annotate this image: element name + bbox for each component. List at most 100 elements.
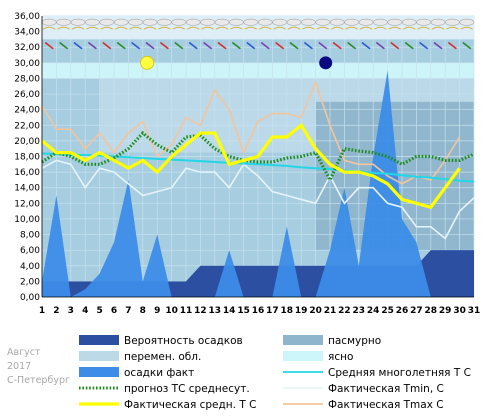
series-forecast-line	[41, 130, 475, 184]
sun-arc-icon	[114, 26, 128, 30]
x-tick-label: 9	[154, 306, 160, 316]
sun-arc-icon	[57, 26, 70, 30]
sun-arc-icon	[100, 26, 114, 30]
y-tick-label: 0,00	[20, 293, 40, 303]
y-tick-label: 12,00	[14, 199, 40, 209]
wind-arrow-icon	[203, 41, 213, 50]
sun-arc-icon	[446, 26, 459, 30]
x-tick-label: 2	[53, 306, 59, 316]
y-tick-label: 14,00	[14, 184, 40, 194]
x-tick-label: 27	[410, 306, 423, 316]
series-tmax-line	[41, 80, 461, 185]
x-tick-label: 12	[194, 306, 207, 316]
sun-arc-icon	[143, 26, 157, 30]
wind-arrow-icon	[73, 41, 83, 50]
caption-city: С-Петербург	[7, 375, 70, 386]
cloud-icon	[445, 18, 460, 26]
wind-arrow-icon	[102, 41, 112, 50]
legend-label-tmax: Фактическая Tmax С	[328, 399, 444, 411]
caption-year: 2017	[7, 361, 31, 372]
x-tick-label: 24	[367, 306, 380, 316]
legend-label-partly: перемен. обл.	[124, 351, 201, 363]
x-tick-label: 15	[237, 306, 250, 316]
cloud-icon	[387, 18, 403, 26]
legend-label-overcast: пасмурно	[328, 335, 381, 347]
legend-label-norm: Средняя многолетняя Т С	[328, 367, 471, 379]
y-tick-label: 20,00	[14, 137, 40, 147]
x-tick-label: 6	[111, 306, 117, 316]
cloud-icon	[315, 18, 331, 26]
wind-arrow-icon	[275, 41, 285, 50]
legend-swatch-precip_prob	[79, 335, 119, 345]
legend-swatch-precip_fact	[79, 367, 119, 377]
x-tick-label: 5	[96, 306, 102, 316]
precipitation-areas	[42, 70, 474, 297]
legend-label-clear: ясно	[328, 351, 353, 363]
cloud-icon	[185, 18, 201, 26]
cloud-icon	[214, 18, 230, 26]
y-tick-label: 34,00	[14, 28, 40, 38]
sun-arc-icon	[201, 26, 214, 30]
sun-arc-icon	[244, 26, 258, 30]
y-tick-label: 28,00	[14, 74, 40, 84]
wind-arrow-icon	[59, 41, 69, 50]
weather-icon-strip	[41, 16, 475, 70]
sun-arc-icon	[388, 26, 402, 30]
wind-arrow-icon	[231, 41, 241, 50]
legend-label-precip_prob: Вероятность осадков	[124, 335, 243, 347]
wind-arrow-icon	[87, 41, 97, 50]
cloud-icon	[171, 18, 187, 26]
wind-arrow-icon	[131, 41, 141, 50]
x-tick-label: 10	[165, 306, 178, 316]
wind-arrow-icon	[390, 41, 400, 50]
wind-arrow-icon	[159, 41, 169, 50]
x-tick-label: 21	[324, 306, 337, 316]
y-tick-label: 8,00	[20, 231, 40, 241]
cloud-icon	[401, 18, 417, 26]
wind-arrow-icon	[361, 41, 371, 50]
x-tick-label: 29	[439, 306, 452, 316]
y-tick-label: 2,00	[20, 277, 40, 287]
sun-arc-icon	[230, 26, 243, 30]
x-tick-label: 7	[125, 306, 131, 316]
cloud-icon	[157, 18, 172, 26]
sun-arc-icon	[172, 26, 186, 30]
wind-arrow-icon	[303, 41, 313, 50]
legend-label-precip_fact: осадки факт	[124, 367, 194, 379]
cloud-icon	[373, 18, 388, 26]
sun-arc-icon	[417, 26, 430, 30]
x-tick-label: 19	[295, 306, 308, 316]
legend-swatch-clear	[283, 351, 323, 361]
x-tick-label: 25	[381, 306, 394, 316]
y-tick-label: 22,00	[14, 121, 40, 131]
cloud-icon	[70, 18, 86, 26]
x-tick-label: 4	[82, 306, 88, 316]
y-tick-label: 10,00	[14, 215, 40, 225]
cloud-icon	[301, 18, 316, 26]
cloud-icon	[99, 18, 115, 26]
cloud-icon	[243, 18, 259, 26]
sun-arc-icon	[129, 26, 142, 30]
x-tick-label: 22	[338, 306, 351, 316]
x-tick-label: 30	[453, 306, 466, 316]
x-tick-label: 14	[223, 306, 236, 316]
wind-arrow-icon	[419, 41, 429, 50]
x-tick-label: 28	[425, 306, 438, 316]
x-tick-label: 11	[180, 306, 193, 316]
x-tick-label: 13	[209, 306, 222, 316]
wind-arrow-icon	[44, 41, 54, 50]
wind-arrow-icon	[462, 41, 472, 50]
wind-arrow-icon	[217, 41, 227, 50]
temperature-lines	[40, 80, 475, 240]
x-tick-label: 20	[309, 306, 322, 316]
cloud-icon	[416, 18, 431, 26]
cloud-icon	[128, 18, 143, 26]
wind-arrow-icon	[174, 41, 184, 50]
legend-label-forecast: прогноз ТС среднесут.	[124, 383, 250, 395]
x-tick-label: 16	[252, 306, 265, 316]
sun-arc-icon	[215, 26, 229, 30]
x-tick-label: 18	[281, 306, 294, 316]
cloud-icon	[286, 18, 302, 26]
moon-icon	[319, 56, 333, 70]
